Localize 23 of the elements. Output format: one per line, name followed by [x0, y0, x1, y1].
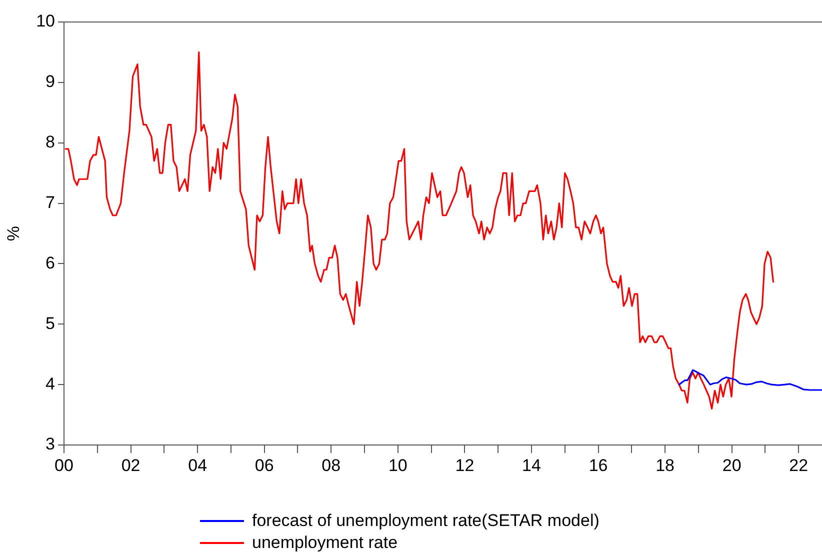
- x-tick-label: 08: [322, 456, 341, 475]
- x-tick-label: 20: [722, 456, 742, 475]
- x-tick-label: 16: [588, 456, 608, 475]
- y-tick-label: 6: [46, 253, 55, 272]
- x-tick-label: 02: [121, 456, 140, 475]
- y-tick-label: 5: [46, 314, 55, 333]
- y-tick-label: 4: [46, 374, 55, 394]
- x-tick-label: 14: [522, 456, 541, 475]
- x-tick-label: 10: [388, 456, 408, 475]
- x-tick-label: 12: [455, 456, 474, 475]
- y-tick-label: 8: [46, 132, 55, 152]
- legend-label: forecast of unemployment rate(SETAR model): [252, 510, 600, 532]
- x-tick-label: 04: [188, 456, 208, 475]
- y-tick-label: 10: [36, 12, 55, 31]
- y-tick-label: 9: [46, 72, 55, 92]
- y-tick-label: 7: [46, 192, 55, 212]
- x-tick-label: 06: [254, 456, 274, 475]
- y-tick-label: 3: [46, 434, 55, 454]
- x-tick-label: 18: [656, 456, 675, 475]
- legend-label: unemployment rate: [252, 532, 398, 554]
- x-tick-label: 00: [54, 456, 74, 475]
- y-axis-title: %: [4, 226, 23, 242]
- x-tick-label: 22: [789, 456, 808, 475]
